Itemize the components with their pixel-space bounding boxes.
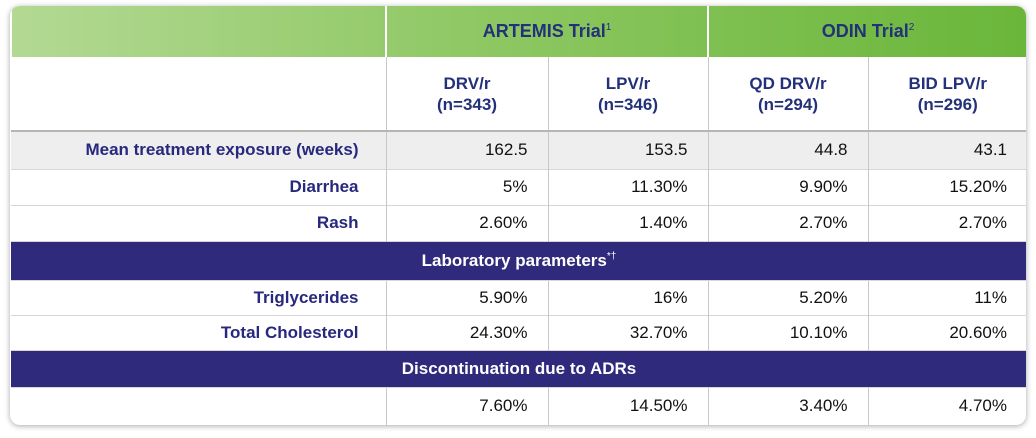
column-header: DRV/r (n=343): [385, 57, 548, 132]
section-title: Laboratory parameters: [421, 250, 607, 270]
data-row: Total Cholesterol 24.30% 32.70% 10.10% 20.60…: [11, 314, 1026, 350]
value-cell: 5.90%: [385, 279, 548, 315]
group-header: ODIN Trial2: [707, 6, 1026, 57]
value-cell: 9.90%: [707, 168, 868, 205]
row-label: Triglycerides: [11, 279, 386, 315]
column-header: LPV/r (n=346): [547, 57, 708, 132]
data-row: Triglycerides 5.90% 16% 5.20% 11%: [11, 279, 1026, 315]
value-cell: 2.70%: [867, 204, 1026, 241]
column-n: (n=343): [437, 94, 497, 114]
column-header: BID LPV/r (n=296): [867, 57, 1026, 132]
column-name: LPV/r: [605, 73, 651, 93]
row-label: [11, 386, 386, 425]
data-row: 7.60% 14.50% 3.40% 4.70%: [11, 386, 1026, 425]
column-name: DRV/r: [443, 73, 491, 93]
column-n: (n=346): [598, 94, 658, 114]
footnote-mark: 1: [605, 22, 612, 33]
row-label: Mean treatment exposure (weeks): [11, 130, 386, 169]
group-title: ARTEMIS Trial: [482, 21, 606, 41]
section-title: Discontinuation due to ADRs: [401, 358, 637, 378]
corner-cell: [10, 6, 386, 57]
table-body: ARTEMIS Trial1 ODIN Trial2 DRV/r (n=343) LPV…: [10, 6, 1026, 425]
value-cell: 153.5: [547, 130, 708, 169]
value-cell: 15.20%: [867, 168, 1026, 205]
row-label: Total Cholesterol: [11, 314, 386, 350]
value-cell: 1.40%: [547, 204, 708, 241]
column-name: BID LPV/r: [908, 73, 987, 93]
value-cell: 44.8: [707, 130, 868, 169]
data-row: Mean treatment exposure (weeks) 162.5 153.…: [11, 130, 1026, 169]
group-title: ODIN Trial: [821, 21, 909, 41]
value-cell: 162.5: [385, 130, 548, 169]
column-header-row: DRV/r (n=343) LPV/r (n=346) QD DRV/r (n=294) B…: [11, 57, 1026, 132]
column-n: (n=294): [758, 94, 818, 114]
value-cell: 10.10%: [707, 314, 868, 350]
column-header: QD DRV/r (n=294): [707, 57, 868, 132]
value-cell: 5%: [385, 168, 548, 205]
footnote-mark: *†: [606, 250, 617, 262]
corner-cell: [11, 57, 386, 132]
section-header: Laboratory parameters*†: [11, 240, 1026, 280]
row-label: Diarrhea: [11, 168, 386, 205]
value-cell: 2.70%: [707, 204, 868, 241]
section-header: Discontinuation due to ADRs: [11, 349, 1026, 387]
value-cell: 32.70%: [547, 314, 708, 350]
section-row: Discontinuation due to ADRs: [11, 349, 1026, 387]
value-cell: 2.60%: [385, 204, 548, 241]
data-row: Rash 2.60% 1.40% 2.70% 2.70%: [11, 204, 1026, 241]
value-cell: 3.40%: [707, 386, 868, 425]
column-name: QD DRV/r: [749, 73, 827, 93]
value-cell: 43.1: [867, 130, 1026, 169]
table: ARTEMIS Trial1 ODIN Trial2 DRV/r (n=343) LPV…: [10, 6, 1026, 425]
value-cell: 5.20%: [707, 279, 868, 315]
value-cell: 7.60%: [385, 386, 548, 425]
data-row: Diarrhea 5% 11.30% 9.90% 15.20%: [11, 168, 1026, 205]
value-cell: 24.30%: [385, 314, 548, 350]
value-cell: 14.50%: [547, 386, 708, 425]
group-header: ARTEMIS Trial1: [385, 6, 708, 57]
footnote-mark: 2: [908, 22, 915, 33]
value-cell: 20.60%: [867, 314, 1026, 350]
column-n: (n=296): [917, 94, 978, 114]
section-row: Laboratory parameters*†: [11, 240, 1026, 280]
value-cell: 16%: [547, 279, 708, 315]
value-cell: 11%: [867, 279, 1026, 315]
group-header-row: ARTEMIS Trial1 ODIN Trial2: [10, 6, 1026, 57]
value-cell: 11.30%: [547, 168, 708, 205]
value-cell: 4.70%: [867, 386, 1026, 425]
row-label: Rash: [11, 204, 386, 241]
table-card: ARTEMIS Trial1 ODIN Trial2 DRV/r (n=343) LPV…: [10, 6, 1026, 425]
